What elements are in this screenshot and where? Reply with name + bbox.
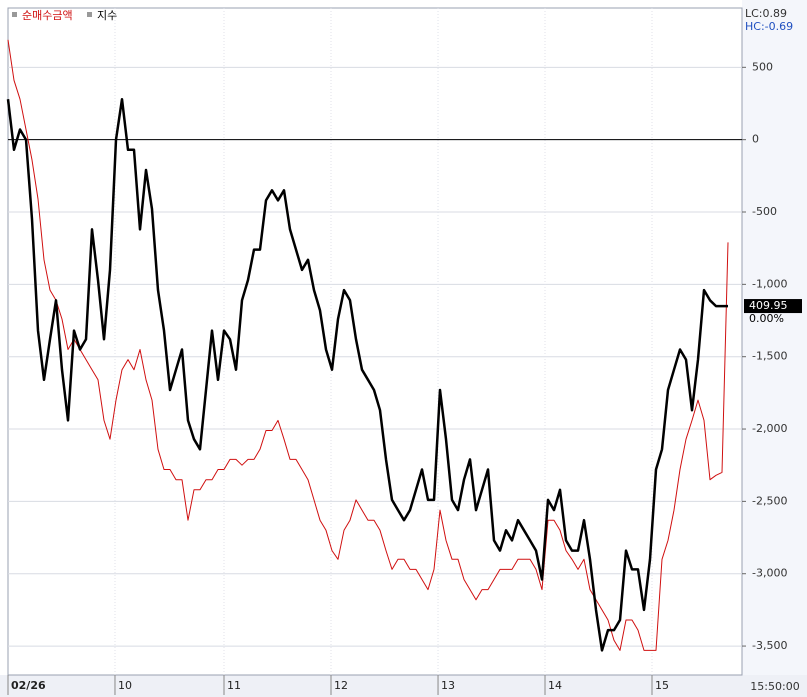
bottom-axis-panel [0,675,807,697]
last-value-box [744,299,802,314]
y-tick-label: 0 [752,133,759,146]
x-tick-label: 13 [441,679,455,692]
x-tick-label: 15 [655,679,669,692]
legend-swatch [87,12,92,17]
series-line [7,39,729,651]
x-tick-label: 14 [548,679,562,692]
y-tick-label: -1,000 [752,277,787,290]
y-tick-label: -3,000 [752,567,787,580]
x-tick-label: 12 [334,679,348,692]
legend-swatch [12,12,17,17]
last-value-label: 409.95 [749,299,788,312]
y-tick-label: -500 [752,205,777,218]
end-time-label: 15:50:00 [750,680,799,693]
stat-label: HC:-0.69 [745,20,793,33]
legend: 순매수금액 지수 [12,9,117,22]
y-tick-label: -3,500 [752,639,787,652]
legend-label: 순매수금액 [22,9,73,22]
x-tick-label: 10 [118,679,132,692]
change-label: 0.00% [749,312,784,325]
plot-frame [7,7,743,676]
y-tick-label: 500 [752,60,773,73]
x-tick-label: 02/26 [11,679,46,692]
legend-label: 지수 [97,9,117,22]
y-tick-label: -1,500 [752,350,787,363]
y-tick-label: -2,000 [752,422,787,435]
right-axis-panel [742,0,807,697]
series-line [6,97,728,652]
stat-label: LC:0.89 [745,7,787,20]
x-tick-label: 11 [227,679,241,692]
y-tick-label: -2,500 [752,494,787,507]
